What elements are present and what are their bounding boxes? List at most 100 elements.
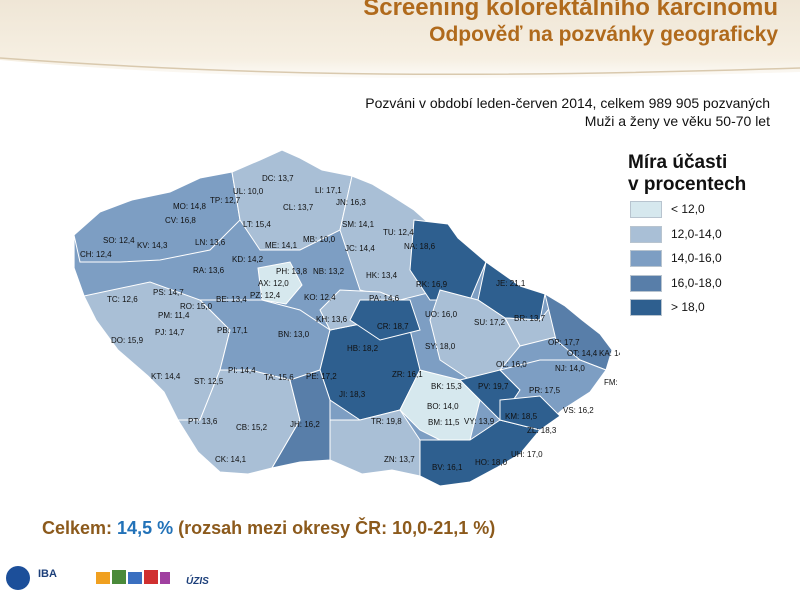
district-label-ra: RA: 13,6 (193, 266, 225, 275)
info-text: Pozváni v období leden-červen 2014, celk… (365, 94, 770, 130)
district-label-zr: ZR: 16,1 (392, 370, 423, 379)
district-label-dc: DC: 13,7 (262, 174, 294, 183)
district-label-mb: MB: 10,0 (303, 235, 336, 244)
district-label-pr: PR: 17,5 (529, 386, 561, 395)
screening-program-logo (96, 570, 170, 584)
district-label-kd: KD: 14,2 (232, 255, 264, 264)
district-label-do: DO: 15,9 (111, 336, 144, 345)
district-label-tr: TR: 19,8 (371, 417, 402, 426)
district-label-lt: LT: 15,4 (243, 220, 271, 229)
summary-prefix: Celkem: (42, 518, 118, 538)
masaryk-university-logo (6, 566, 30, 590)
district-label-pj: PJ: 14,7 (155, 328, 185, 337)
district-label-bn: BN: 13,0 (278, 330, 310, 339)
district-label-kh: KH: 13,6 (316, 315, 348, 324)
district-label-ot: OT: 14,4 (567, 349, 598, 358)
district-label-ps: PS: 14,7 (153, 288, 184, 297)
district-area-jindrichuv-hradec (270, 369, 331, 469)
legend-label: < 12,0 (671, 202, 705, 216)
legend-swatch (630, 250, 662, 267)
district-label-pe: PE: 17,2 (306, 372, 337, 381)
district-label-so: SO: 12,4 (103, 236, 135, 245)
district-label-mo: MO: 14,8 (173, 202, 206, 211)
info-line-2: Muži a ženy ve věku 50-70 let (584, 113, 770, 129)
district-label-kv: KV: 14,3 (137, 241, 168, 250)
district-label-st: ST: 12,5 (194, 377, 224, 386)
summary-suffix: (rozsah mezi okresy ČR: 10,0-21,1 %) (173, 518, 496, 538)
district-label-uh: UH: 17,0 (511, 450, 543, 459)
legend-title-line-2: v procentech (628, 174, 747, 195)
district-label-pz: PZ: 12,4 (250, 291, 281, 300)
district-label-sy: SY: 18,0 (425, 342, 456, 351)
legend-swatch (630, 299, 662, 316)
header-wave (0, 57, 800, 84)
legend-title: Míra účasti v procentech (628, 152, 746, 196)
district-label-cr: CR: 18,7 (377, 322, 409, 331)
district-label-fm: FM: 14,3 (604, 378, 620, 387)
district-label-ka: KA: 14,8 (599, 349, 620, 358)
district-label-cb: CB: 15,2 (236, 423, 268, 432)
district-label-kt: KT: 14,4 (151, 372, 181, 381)
district-label-pv: PV: 19,7 (478, 382, 509, 391)
district-label-ul: UL: 10,0 (233, 187, 264, 196)
district-label-tu: TU: 12,4 (383, 228, 414, 237)
district-label-pb: PB: 17,1 (217, 326, 248, 335)
legend-label: 14,0-16,0 (671, 251, 722, 265)
district-label-br: BR: 13,7 (514, 314, 546, 323)
legend-label: 12,0-14,0 (671, 226, 722, 241)
district-label-vs: VS: 16,2 (563, 406, 594, 415)
header-band: Screening kolorektálního karcinomu Odpov… (0, 0, 800, 84)
district-label-ol: OL: 16,0 (496, 360, 527, 369)
district-area-chrudim (349, 299, 421, 341)
district-label-hb: HB: 18,2 (347, 344, 379, 353)
district-label-ji: JI: 18,3 (339, 390, 366, 399)
summary-text: Celkem: 14,5 % (rozsah mezi okresy ČR: 1… (42, 518, 495, 539)
district-label-pt: PT: 13,6 (188, 417, 218, 426)
district-label-tp: TP: 12,7 (210, 196, 241, 205)
district-label-cv: CV: 16,8 (165, 216, 196, 225)
district-label-op: OP: 17,7 (548, 338, 580, 347)
district-label-pi: PI: 14,4 (228, 366, 256, 375)
district-label-nj: NJ: 14,0 (555, 364, 585, 373)
district-label-vy: VY: 13,9 (464, 417, 495, 426)
iba-logo: IBA (38, 568, 57, 580)
uzis-logo: ÚZIS (186, 576, 209, 587)
legend-label: 16,0-18,0 (671, 275, 722, 290)
district-label-zn: ZN: 13,7 (384, 455, 415, 464)
district-label-me: ME: 14,1 (265, 241, 298, 250)
legend-swatch (630, 274, 662, 292)
district-label-uo: UO: 16,0 (425, 310, 458, 319)
legend-title-line-1: Míra účasti (628, 152, 728, 173)
district-label-na: NA: 18,6 (404, 242, 436, 251)
district-label-je: JE: 21,1 (496, 279, 526, 288)
district-label-jn: JN: 16,3 (336, 198, 366, 207)
info-line-1: Pozváni v období leden-červen 2014, celk… (365, 95, 770, 111)
district-label-hk: HK: 13,4 (366, 271, 398, 280)
district-label-ko: KO: 12,4 (304, 293, 336, 302)
legend-swatch (630, 225, 662, 243)
district-label-pa: PA: 14,6 (369, 294, 400, 303)
page-title: Screening kolorektálního karcinomu (363, 0, 778, 21)
district-label-rk: RK: 16,9 (416, 280, 448, 289)
summary-value: 14,5 % (117, 518, 174, 538)
district-label-zl: ZL: 18,3 (527, 426, 557, 435)
legend-swatch (630, 201, 662, 218)
legend-label: > 18,0 (671, 300, 705, 314)
district-label-sm: SM: 14,1 (342, 220, 375, 229)
district-label-pm: PM: 11,4 (158, 311, 190, 320)
district-label-km: KM: 18,5 (505, 412, 538, 421)
district-label-jh: JH: 16,2 (290, 420, 320, 429)
district-label-cl: CL: 13,7 (283, 203, 314, 212)
district-label-ck: CK: 14,1 (215, 455, 247, 464)
district-label-bv: BV: 16,1 (432, 463, 463, 472)
district-label-be: BE: 13,4 (216, 295, 247, 304)
district-label-ch: CH: 12,4 (80, 250, 112, 259)
district-area-north-east (409, 219, 487, 301)
district-label-li: LI: 17,1 (315, 186, 342, 195)
district-area-kromeriz (499, 395, 561, 431)
district-label-bm: BM: 11,5 (428, 418, 460, 427)
district-label-ph: PH: 13,8 (276, 267, 308, 276)
czech-district-map: DC: 13,7 UL: 10,0 LI: 17,1 MO: 14,8 TP: … (73, 149, 620, 487)
district-area-ostrava (544, 292, 613, 371)
district-label-ax: AX: 12,0 (258, 279, 289, 288)
